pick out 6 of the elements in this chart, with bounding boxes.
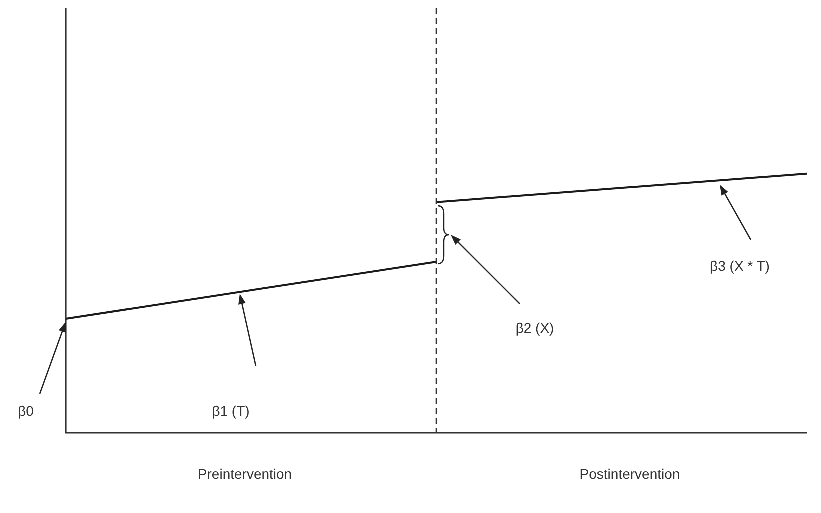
- annotation: β1 (T): [212, 402, 250, 419]
- text: Postintervention: [580, 466, 680, 482]
- text: Preintervention: [198, 466, 292, 482]
- text: β0: [18, 402, 34, 419]
- annotation: β2 (X): [516, 320, 554, 336]
- annotation: β3 (X * T): [710, 258, 770, 274]
